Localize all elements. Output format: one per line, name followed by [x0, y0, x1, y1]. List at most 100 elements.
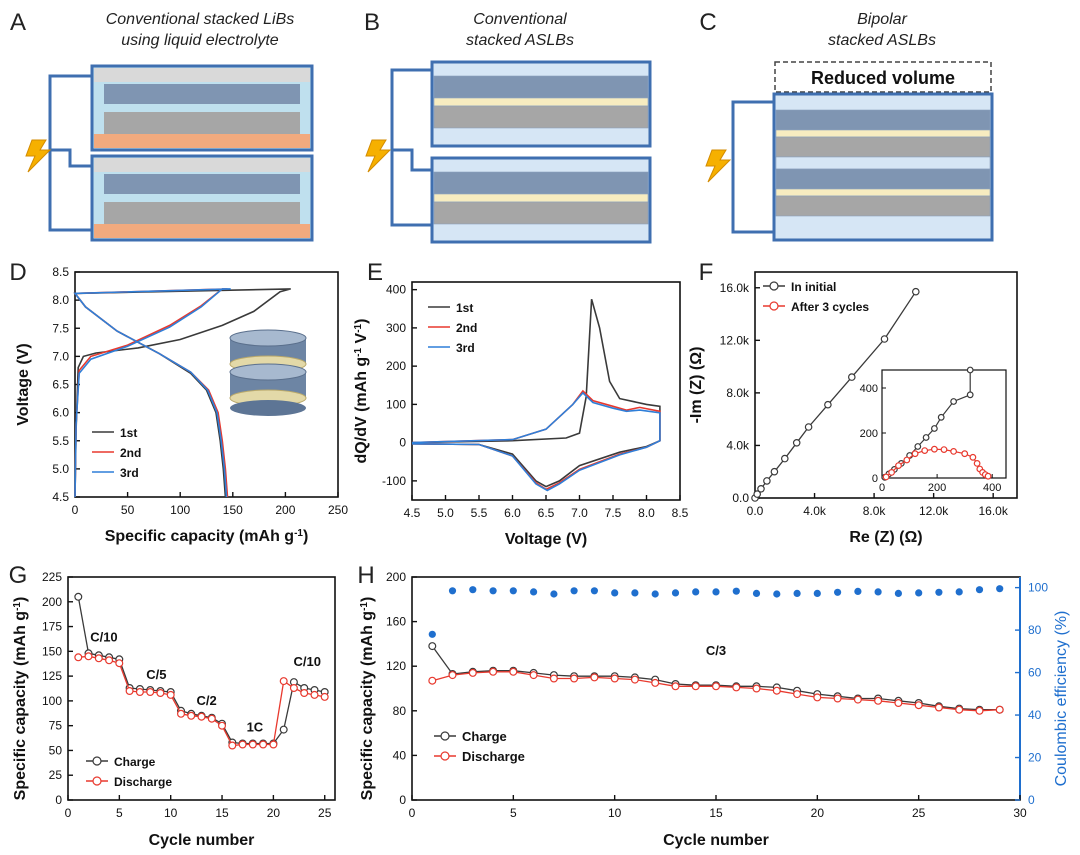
y-tick-label: 25	[49, 768, 63, 782]
y-tick-label: 5.5	[52, 434, 69, 448]
inset-data-point	[984, 472, 992, 480]
y-tick-label: 120	[386, 659, 406, 673]
data-point	[177, 709, 186, 718]
data-point	[772, 686, 781, 695]
cell-layer	[433, 105, 649, 129]
lightning-bolt-icon	[705, 149, 732, 183]
series-line	[73, 288, 231, 498]
y-tick-label: 12.0k	[720, 333, 750, 347]
x-tick-label: 30	[1013, 806, 1027, 820]
data-point	[187, 711, 196, 720]
efficiency-point	[509, 587, 517, 595]
data-point	[995, 705, 1004, 714]
efficiency-point	[773, 590, 781, 598]
series-line	[411, 298, 661, 488]
data-point	[289, 683, 298, 692]
inset-data-point	[950, 398, 957, 405]
y-tick-label: 50	[49, 743, 63, 757]
x-tick-label: 5	[510, 806, 517, 820]
data-point	[847, 373, 856, 381]
rate-annotation: 1C	[247, 720, 264, 735]
panel-letter: F	[699, 259, 714, 286]
data-point	[880, 335, 889, 343]
y-tick-label: 80	[393, 704, 407, 718]
data-point	[874, 696, 883, 705]
data-point	[84, 652, 93, 661]
efficiency-point	[874, 588, 882, 596]
data-point	[610, 674, 619, 683]
schematic-b: B Conventional stacked ASLBs	[364, 9, 652, 244]
efficiency-point	[570, 587, 578, 595]
data-point	[105, 656, 114, 665]
inset-x-tick-label: 0	[879, 482, 885, 494]
data-point	[74, 592, 83, 601]
series-line	[411, 391, 661, 492]
inset-data-point	[966, 391, 974, 399]
rate-annotation: C/2	[197, 693, 217, 708]
x-tick-label: 0	[65, 806, 72, 820]
y-tick-label: 175	[42, 620, 62, 634]
data-point	[894, 698, 903, 707]
chart-f: F 0.0 4.0k 8.0k 12.0k 16.0k 0.0 4.0k 8.0k 12.0k 16…	[688, 259, 1018, 546]
coin-cell-top	[229, 363, 307, 381]
inset-x-tick-label: 200	[928, 482, 946, 494]
legend-label: Charge	[462, 729, 507, 744]
inset-data-point	[931, 445, 938, 453]
data-point	[529, 671, 538, 680]
cell-layer	[433, 201, 649, 225]
x-tick-label: 15	[709, 806, 723, 820]
plot-frame	[411, 281, 681, 501]
data-point	[448, 671, 457, 680]
y-tick-label: 6.0	[52, 406, 69, 420]
data-point	[824, 400, 832, 409]
series-line	[73, 288, 291, 498]
y-tick-label: 6.5	[52, 378, 69, 392]
rate-annotation: C/10	[294, 654, 321, 669]
data-point	[914, 701, 923, 710]
data-point	[115, 659, 124, 668]
x-tick-label: 16.0k	[979, 504, 1009, 518]
legend-label: Discharge	[462, 749, 525, 764]
cell-layer	[433, 171, 649, 195]
y2-tick-label: 40	[1028, 708, 1042, 722]
inset-data-point	[911, 450, 919, 458]
y-tick-label: 8.0	[52, 293, 69, 307]
schematic-title: Conventional	[473, 11, 567, 28]
cathode-layer	[104, 174, 300, 194]
data-point	[509, 667, 518, 676]
efficiency-point	[793, 589, 801, 598]
efficiency-point	[915, 589, 923, 597]
wire	[731, 100, 774, 234]
x-tick-label: 12.0k	[919, 504, 949, 518]
x-axis-label: Cycle number	[149, 832, 255, 849]
y-tick-label: 0	[399, 436, 406, 450]
efficiency-point	[590, 587, 599, 595]
series-line	[432, 671, 1000, 712]
chart-d: D 0 50 100 150 200 250 4.5 5.0 5.5 6.0 6.5 7.0 7.5 8.0…	[9, 259, 348, 545]
data-point	[207, 714, 216, 723]
y-tick-label: 200	[386, 570, 406, 584]
y-tick-label: 200	[42, 595, 62, 609]
y-tick-label: 8.5	[52, 265, 69, 279]
y-tick-label: 200	[386, 359, 406, 373]
y-axis-label: Voltage (V)	[15, 343, 32, 425]
y2-tick-label: 0	[1028, 793, 1035, 807]
data-point	[793, 690, 802, 699]
data-point	[711, 682, 720, 691]
inset-data-point	[950, 448, 957, 455]
current-collector	[94, 68, 310, 82]
inset-y-tick-label: 400	[860, 383, 878, 395]
cell-layer	[433, 193, 649, 203]
cell-layer	[775, 109, 991, 131]
inset-data-point	[921, 447, 929, 455]
cell-layer	[433, 75, 649, 99]
inset-data-point	[895, 462, 902, 470]
data-point	[146, 687, 155, 696]
legend-marker	[769, 301, 779, 311]
legend-marker	[440, 731, 450, 741]
x-tick-label: 4.0k	[803, 504, 827, 518]
efficiency-point	[894, 589, 903, 598]
data-point	[671, 682, 680, 691]
x-tick-label: 250	[328, 503, 348, 517]
efficiency-point	[996, 585, 1004, 593]
